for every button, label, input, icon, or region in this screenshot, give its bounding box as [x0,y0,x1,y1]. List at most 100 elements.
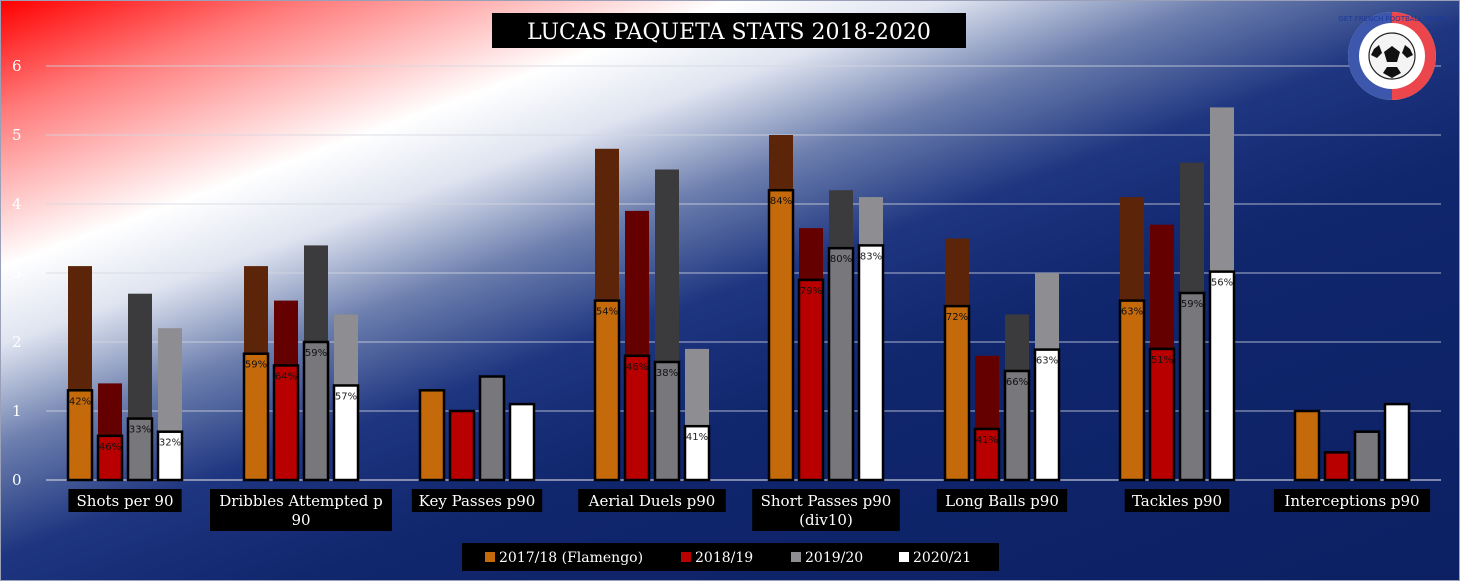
x-tick-label: Dribbles Attempted p [219,492,383,510]
bar-successful [478,375,506,482]
legend-label: 2018/19 [695,550,753,566]
bar-pct-label: 63% [1121,307,1143,318]
bar-successful [653,360,681,482]
x-label-box [68,489,182,512]
y-tick-label: 6 [12,57,22,75]
bar-successful [418,389,446,482]
x-label-box [1124,489,1230,512]
bar-pct-label: 33% [129,425,151,436]
x-tick-label: Long Balls p90 [945,492,1059,510]
legend: 2017/18 (Flamengo) 2018/19 2019/20 2020/21 [462,543,999,571]
bar-successful [683,424,711,482]
x-label-box [411,489,543,512]
x-tick-label: Key Passes p90 [419,492,536,510]
bar-pct-label: 38% [656,368,678,379]
bar-pct-label: 84% [770,196,792,207]
bar-successful [332,384,360,482]
legend-swatch [681,552,691,562]
legend-swatch [899,552,909,562]
bar-successful [1148,347,1176,482]
legend-label: 2017/18 (Flamengo) [499,550,643,566]
bar-successful [1178,291,1206,482]
x-tick-label: Aerial Duels p90 [588,492,716,510]
bar-successful [827,246,855,482]
bar-pct-label: 56% [1211,278,1233,289]
x-label-box [752,489,900,531]
legend-box [462,543,999,571]
bar-pct-label: 57% [335,391,357,402]
bar-pct-label: 59% [305,348,327,359]
x-tick-label: Interceptions p90 [1284,492,1419,510]
legend-swatch [485,552,495,562]
bar-successful [272,364,300,482]
legend-label: 2019/20 [805,550,863,566]
bar-successful [1003,369,1031,482]
bar-successful [1293,409,1321,482]
x-label-box [1273,489,1431,512]
legend-label: 2020/21 [913,550,971,566]
bar-successful [66,389,94,482]
x-tick-label: Short Passes p90 [761,492,892,510]
bar-pct-label: 54% [596,307,618,318]
chart-title-box [492,13,966,48]
logo-text: GET FRENCH FOOTBALL NEWS [1338,15,1446,23]
bar-pct-label: 32% [159,438,181,449]
bar-pct-label: 79% [800,286,822,297]
logo: GET FRENCH FOOTBALL NEWS [1338,12,1446,100]
bar-pct-label: 41% [686,432,708,443]
bar-successful [943,304,971,482]
x-label-box [210,489,392,531]
x-tick-label: (div10) [799,511,853,529]
bar-successful [623,354,651,482]
bar-successful [302,340,330,482]
bar-pct-label: 72% [946,312,968,323]
bar-pct-label: 46% [626,362,648,373]
bar-successful [1208,270,1236,482]
bar-successful [1118,299,1146,482]
bar-successful [126,417,154,482]
bar-successful [1033,348,1061,482]
y-tick-label: 2 [12,333,22,351]
chart-title: LUCAS PAQUETA STATS 2018-2020 [527,20,931,45]
bar-pct-label: 41% [976,435,998,446]
bar-successful [1383,402,1411,482]
bars-layer: 42% 59% 54% 84% 72% 63% 46% 64% 46% 79% 41% 51% 33% 5… [66,107,1411,482]
x-label-box [578,489,726,512]
bar-successful [96,434,124,482]
bar-successful [508,402,536,482]
bar-successful [973,427,1001,482]
bar-pct-label: 66% [1006,377,1028,388]
x-axis-labels: Shots per 90 Dribbles Attempted p90 Key Pa… [68,489,1431,531]
bar-successful [1323,451,1351,482]
y-tick-label: 1 [12,402,22,420]
x-label-box [936,489,1068,512]
y-tick-label: 3 [12,264,22,282]
bar-successful [593,299,621,482]
bar-successful [1353,430,1381,482]
bar-successful [797,278,825,482]
x-tick-label: Shots per 90 [77,492,174,510]
bar-successful [156,430,184,482]
bar-pct-label: 42% [69,396,91,407]
bar-pct-label: 80% [830,254,852,265]
grid-layer: 0 1 2 3 4 5 6 [12,57,1441,489]
bar-pct-label: 83% [860,251,882,262]
x-tick-label: 90 [291,511,310,529]
bar-pct-label: 46% [99,442,121,453]
y-tick-label: 5 [12,126,22,144]
bar-successful [448,409,476,482]
bar-pct-label: 59% [1181,299,1203,310]
legend-swatch [791,552,801,562]
bar-successful [857,244,885,482]
bar-successful [767,188,795,482]
bar-pct-label: 59% [245,360,267,371]
y-tick-label: 4 [12,195,22,213]
bar-pct-label: 63% [1036,356,1058,367]
bar-successful [242,352,270,482]
bar-pct-label: 51% [1151,355,1173,366]
bar-pct-label: 64% [275,371,297,382]
x-tick-label: Tackles p90 [1132,492,1222,510]
y-tick-label: 0 [12,471,22,489]
